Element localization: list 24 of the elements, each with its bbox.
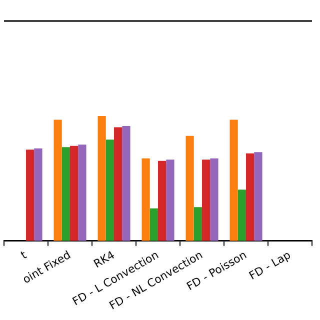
bar — [62, 147, 70, 241]
bar — [114, 127, 122, 241]
bar — [54, 120, 62, 241]
bar — [254, 152, 262, 241]
bar — [210, 158, 218, 241]
bar — [194, 207, 202, 241]
bar — [106, 140, 114, 241]
bar — [98, 116, 106, 241]
bar — [26, 150, 34, 241]
bar — [150, 208, 158, 241]
bar — [246, 153, 254, 241]
x-tick-label: t — [18, 248, 30, 262]
bar — [186, 136, 194, 241]
bar — [34, 148, 42, 241]
bar — [158, 160, 166, 241]
bar — [70, 146, 78, 241]
bar — [122, 126, 130, 241]
bar — [230, 120, 238, 241]
x-tick-label: FD - Lap — [246, 248, 293, 282]
bar — [166, 160, 174, 241]
bar — [202, 160, 210, 241]
bar — [238, 190, 246, 241]
bar — [78, 144, 86, 241]
bar — [142, 158, 150, 241]
